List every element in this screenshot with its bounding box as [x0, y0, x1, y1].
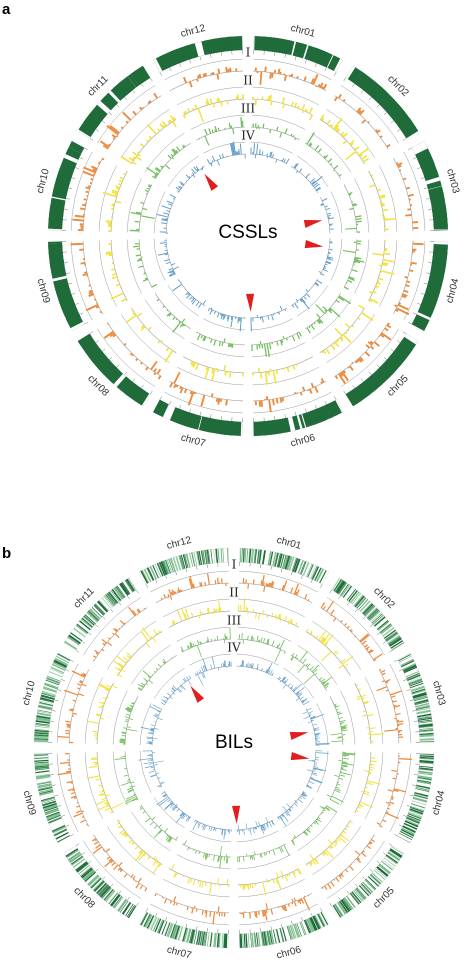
chromosome-chr12: chr12	[152, 23, 243, 76]
panel-a-center-label: CSSLs	[218, 222, 277, 243]
chromosome-chr08: chr08	[63, 843, 139, 919]
ring-label-4: IV	[227, 641, 241, 655]
chromosome-label: chr03	[444, 168, 461, 195]
track-ring-3	[126, 114, 370, 358]
ring-label-3: III	[227, 614, 241, 628]
red-arrowhead-marker	[303, 220, 323, 228]
chromosome-label: chr06	[289, 432, 316, 449]
chromosome-label: chr09	[35, 277, 52, 304]
chromosome-label: chr01	[275, 535, 302, 552]
chromosome-label: chr10	[21, 679, 38, 706]
chromosome-chr03: chr03	[394, 652, 447, 743]
track-ring-3	[112, 626, 356, 870]
red-arrowhead-marker	[232, 805, 241, 824]
red-arrowhead-marker	[204, 173, 219, 191]
panel-a-circos-plot: a chr01chr02chr03chr04chr05chr06chr07chr…	[2, 1, 462, 450]
chromosome-label: chr06	[275, 944, 302, 961]
chromosome-label: chr10	[35, 167, 52, 194]
track-ring-4	[138, 653, 330, 843]
chromosome-chr01: chr01	[239, 535, 330, 588]
chromosome-label: chr12	[166, 535, 193, 552]
chromosome-chr05: chr05	[343, 331, 419, 407]
track-ring-2	[84, 597, 385, 898]
panel-b-center-label: BILs	[215, 732, 253, 753]
chromosome-chr07: chr07	[152, 396, 243, 450]
chromosome-label: chr09	[21, 789, 38, 816]
chromosome-chr03: chr03	[408, 140, 461, 231]
chromosome-chr12: chr12	[138, 535, 229, 588]
chromosome-chr06: chr06	[239, 908, 330, 961]
ring-label-1: I	[232, 558, 237, 572]
chromosome-chr02: chr02	[343, 65, 419, 141]
track-ring-4	[153, 141, 343, 332]
chromosome-chr11: chr11	[63, 577, 139, 653]
ring-label-4: IV	[241, 129, 255, 143]
chromosome-label: chr03	[430, 680, 447, 707]
chromosome-chr02: chr02	[329, 577, 405, 653]
chromosome-chr05: chr05	[329, 843, 405, 919]
chromosome-label: chr12	[180, 23, 207, 40]
ring-label-3: III	[241, 102, 255, 116]
panel-b-tracks: chr01 chr02 chr03 chr04 chr05 chr06 chr07 chr08…	[21, 535, 448, 962]
chromosome-chr11: chr11	[77, 65, 153, 141]
chromosome-label: chr07	[180, 432, 207, 449]
chromosome-chr08: chr08	[77, 331, 153, 407]
panel-a-letter: a	[2, 1, 11, 18]
track-ring-1	[70, 58, 426, 414]
chromosome-label: chr01	[289, 23, 316, 40]
panel-b-circos-plot: b chr01chr02chr03chr04chr05chr06chr07chr…	[2, 535, 448, 962]
chromosome-chr09: chr09	[35, 241, 88, 332]
red-arrowhead-marker	[190, 685, 205, 703]
chromosome-chr09: chr09	[21, 753, 74, 844]
chromosome-chr04: chr04	[408, 241, 462, 332]
red-arrowhead-marker	[304, 240, 324, 249]
red-arrowhead-marker	[289, 732, 309, 740]
chromosome-chr06: chr06	[253, 396, 344, 449]
panel-a-tracks: chr01 chr02 chr03 chr04 chr05 chr06 chr07 chr08…	[35, 23, 462, 450]
chromosome-label: chr04	[444, 277, 461, 304]
red-arrowhead-marker	[290, 752, 310, 761]
chromosome-chr07: chr07	[138, 908, 229, 962]
ring-label-2: II	[229, 586, 239, 600]
red-arrowhead-marker	[246, 293, 255, 312]
chromosome-chr10: chr10	[21, 652, 74, 743]
ring-label-1: I	[246, 46, 251, 60]
chromosome-label: chr07	[166, 944, 193, 961]
track-ring-2	[98, 86, 398, 386]
track-ring-1	[56, 570, 412, 926]
chromosome-label: chr04	[430, 789, 447, 816]
chromosome-chr04: chr04	[394, 753, 448, 844]
ring-label-2: II	[243, 74, 253, 88]
panel-b-letter: b	[2, 545, 11, 562]
chromosome-chr01: chr01	[253, 23, 344, 76]
